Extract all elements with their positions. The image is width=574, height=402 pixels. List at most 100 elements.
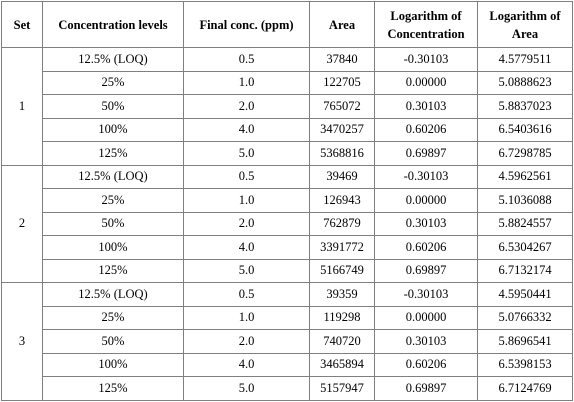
table-row: 50% 2.0 740720 0.30103 5.8696541 <box>2 329 573 354</box>
cell-final-conc: 5.0 <box>183 258 310 283</box>
header-final-conc: Final conc. (ppm) <box>183 1 310 48</box>
table-row: 3 12.5% (LOQ) 0.5 39359 -0.30103 4.5950441 <box>1 282 573 401</box>
cell-final-conc: 5.0 <box>183 141 310 166</box>
cell-concentration-level: 50% <box>42 94 184 119</box>
cell-final-conc: 4.0 <box>183 352 310 377</box>
cell-set-number: 3 <box>1 282 43 401</box>
cell-log-concentration: 0.69897 <box>374 376 478 401</box>
cell-log-concentration: 0.60206 <box>374 352 478 377</box>
header-log-concentration: Logarithm of Concentration <box>374 1 478 48</box>
header-concentration-levels: Concentration levels <box>42 1 184 48</box>
cell-log-area: 5.8824557 <box>477 211 573 236</box>
cell-log-area: 6.7298785 <box>477 141 573 166</box>
cell-area: 122705 <box>309 70 375 95</box>
cell-log-area: 4.5950441 <box>477 282 573 307</box>
cell-log-concentration: 0.60206 <box>374 235 478 260</box>
header-log-area: Logarithm of Area <box>477 1 573 48</box>
cell-log-concentration: 0.30103 <box>374 94 478 119</box>
table-row: 25% 1.0 122705 0.00000 5.0888623 <box>2 70 573 95</box>
cell-concentration-level: 100% <box>42 235 184 260</box>
cell-final-conc: 4.0 <box>183 117 310 142</box>
cell-log-concentration: 0.30103 <box>374 329 478 354</box>
table-row: 50% 2.0 762879 0.30103 5.8824557 <box>2 211 573 236</box>
cell-area: 37840 <box>309 47 375 72</box>
cell-log-concentration: -0.30103 <box>374 282 478 307</box>
cell-final-conc: 0.5 <box>183 164 310 189</box>
cell-final-conc: 0.5 <box>183 47 310 72</box>
table-header-row: Set Concentration levels Final conc. (pp… <box>1 1 573 48</box>
table-row: 1 12.5% (LOQ) 0.5 37840 -0.30103 4.5779511 <box>1 47 573 166</box>
cell-log-area: 5.0888623 <box>477 70 573 95</box>
cell-area: 3465894 <box>309 352 375 377</box>
table-row: 50% 2.0 765072 0.30103 5.8837023 <box>2 94 573 119</box>
cell-log-area: 5.8837023 <box>477 94 573 119</box>
cell-log-concentration: -0.30103 <box>374 164 478 189</box>
cell-log-concentration: 0.69897 <box>374 141 478 166</box>
table-body: 1 12.5% (LOQ) 0.5 37840 -0.30103 4.5779511 25%… <box>1 47 573 401</box>
cell-final-conc: 4.0 <box>183 235 310 260</box>
cell-final-conc: 2.0 <box>183 94 310 119</box>
cell-area: 740720 <box>309 329 375 354</box>
cell-set-number: 1 <box>1 47 43 166</box>
cell-log-concentration: 0.69897 <box>374 258 478 283</box>
cell-log-area: 6.5403616 <box>477 117 573 142</box>
cell-log-area: 5.1036088 <box>477 188 573 213</box>
cell-log-concentration: 0.60206 <box>374 117 478 142</box>
table-row: 100% 4.0 3470257 0.60206 6.5403616 <box>2 117 573 142</box>
cell-area: 3470257 <box>309 117 375 142</box>
cell-area: 3391772 <box>309 235 375 260</box>
cell-concentration-level: 50% <box>42 329 184 354</box>
cell-log-area: 5.0766332 <box>477 305 573 330</box>
cell-log-concentration: 0.00000 <box>374 70 478 95</box>
cell-area: 5166749 <box>309 258 375 283</box>
cell-final-conc: 0.5 <box>183 282 310 307</box>
header-area: Area <box>309 1 375 48</box>
cell-concentration-level: 125% <box>42 141 184 166</box>
cell-area: 5157947 <box>309 376 375 401</box>
cell-log-concentration: 0.30103 <box>374 211 478 236</box>
cell-final-conc: 2.0 <box>183 211 310 236</box>
header-set: Set <box>1 1 43 48</box>
table-row: 125% 5.0 5166749 0.69897 6.7132174 <box>2 258 573 283</box>
table-row: 100% 4.0 3465894 0.60206 6.5398153 <box>2 352 573 377</box>
cell-log-area: 6.7124769 <box>477 376 573 401</box>
table-row: 25% 1.0 126943 0.00000 5.1036088 <box>2 188 573 213</box>
cell-concentration-level: 25% <box>42 70 184 95</box>
cell-concentration-level: 25% <box>42 188 184 213</box>
cell-area: 5368816 <box>309 141 375 166</box>
cell-concentration-level: 125% <box>42 258 184 283</box>
cell-set-number: 2 <box>1 164 43 283</box>
cell-area: 39359 <box>309 282 375 307</box>
cell-log-area: 5.8696541 <box>477 329 573 354</box>
cell-concentration-level: 125% <box>42 376 184 401</box>
cell-concentration-level: 12.5% (LOQ) <box>42 47 184 72</box>
cell-log-area: 6.7132174 <box>477 258 573 283</box>
table-row: 25% 1.0 119298 0.00000 5.0766332 <box>2 305 573 330</box>
table-row: 2 12.5% (LOQ) 0.5 39469 -0.30103 4.5962561 <box>1 164 573 283</box>
cell-log-area: 4.5779511 <box>477 47 573 72</box>
cell-area: 39469 <box>309 164 375 189</box>
cell-final-conc: 1.0 <box>183 305 310 330</box>
cell-final-conc: 5.0 <box>183 376 310 401</box>
table-row: 125% 5.0 5157947 0.69897 6.7124769 <box>2 376 573 401</box>
cell-log-area: 6.5398153 <box>477 352 573 377</box>
cell-area: 765072 <box>309 94 375 119</box>
cell-log-concentration: 0.00000 <box>374 305 478 330</box>
cell-concentration-level: 12.5% (LOQ) <box>42 164 184 189</box>
table-row: 125% 5.0 5368816 0.69897 6.7298785 <box>2 141 573 166</box>
cell-final-conc: 1.0 <box>183 188 310 213</box>
cell-log-concentration: -0.30103 <box>374 47 478 72</box>
cell-concentration-level: 25% <box>42 305 184 330</box>
cell-concentration-level: 50% <box>42 211 184 236</box>
cell-area: 119298 <box>309 305 375 330</box>
cell-log-area: 6.5304267 <box>477 235 573 260</box>
cell-area: 126943 <box>309 188 375 213</box>
cell-final-conc: 1.0 <box>183 70 310 95</box>
cell-log-area: 4.5962561 <box>477 164 573 189</box>
cell-area: 762879 <box>309 211 375 236</box>
cell-final-conc: 2.0 <box>183 329 310 354</box>
cell-concentration-level: 100% <box>42 352 184 377</box>
cell-concentration-level: 12.5% (LOQ) <box>42 282 184 307</box>
cell-concentration-level: 100% <box>42 117 184 142</box>
